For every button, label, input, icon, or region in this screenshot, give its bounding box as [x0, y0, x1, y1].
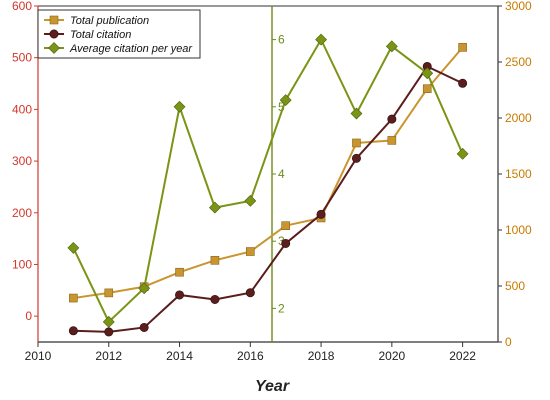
left-tick-label: 100: [12, 257, 32, 271]
middle-tick-label: 2: [278, 301, 285, 315]
total-citation-point: [175, 290, 185, 300]
right-tick-label: 2500: [505, 55, 532, 69]
total-citation-point: [104, 327, 114, 337]
total-publication-point: [246, 247, 255, 256]
total-citation-point: [387, 114, 397, 124]
average-citation-per-year-point: [421, 67, 434, 80]
total-citation-point: [139, 322, 149, 332]
legend: Total publication Total citation Average c…: [37, 9, 201, 59]
total-publication-point: [281, 221, 290, 230]
total-publication-point: [69, 293, 78, 303]
average-citation-per-year-point: [102, 315, 115, 328]
x-tick-label: 2022: [449, 349, 476, 363]
total-publication-point: [422, 84, 432, 94]
x-tick-label: 2010: [25, 349, 52, 363]
x-tick-label: 2012: [95, 349, 122, 363]
left-tick-label: 300: [12, 154, 32, 168]
total-publication-point: [210, 256, 220, 265]
total-publication-point: [104, 288, 114, 298]
middle-tick-label: 4: [278, 167, 285, 181]
legend-label: Average citation per year: [69, 43, 193, 55]
total-citation-point: [210, 294, 220, 304]
average-citation-per-year-point: [67, 241, 80, 254]
total-citation-point: [316, 209, 326, 219]
right-tick-label: 0: [505, 335, 512, 349]
total-publication-point: [352, 138, 361, 148]
right-tick-label: 1500: [505, 167, 532, 181]
total-citation-point: [68, 326, 78, 336]
total-publication-point: [175, 267, 184, 277]
average-citation-per-year-point: [350, 107, 363, 120]
left-tick-label: 200: [12, 206, 32, 220]
right-tick-label: 2000: [505, 111, 532, 125]
total-citation-point: [351, 153, 361, 163]
middle-tick-label: 6: [278, 33, 285, 47]
left-tick-label: 400: [12, 102, 32, 116]
total-citation-line: [73, 65, 464, 333]
x-tick-label: 2020: [378, 349, 405, 363]
total-publication-point: [458, 43, 467, 52]
legend-box: [37, 9, 201, 59]
x-tick-label: 2016: [237, 349, 264, 363]
average-citation-per-year-point: [244, 194, 257, 207]
left-tick-label: 500: [12, 51, 32, 65]
total-publication-line: [73, 46, 464, 300]
right-tick-label: 3000: [505, 0, 532, 13]
middle-tick-label: 3: [278, 234, 285, 248]
total-citation-point: [245, 288, 255, 298]
legend-label: Total publication: [70, 15, 149, 27]
average-citation-per-year-point: [279, 94, 292, 107]
average-citation-per-year-point: [456, 147, 469, 160]
average-citation-per-year-line: [72, 37, 464, 324]
axes-layer: 2010 2012 2014 2016 2018 2020 2022010020030040…: [12, 0, 532, 363]
average-citation-per-year-point: [138, 282, 151, 295]
x-axis-label: Year: [255, 378, 290, 395]
x-tick-label: 2014: [166, 349, 193, 363]
series-layer: [67, 33, 469, 337]
total-citation-point: [458, 78, 468, 88]
left-tick-label: 0: [25, 309, 32, 323]
average-citation-per-year-point: [208, 201, 221, 214]
right-tick-label: 500: [505, 279, 525, 293]
middle-tick-label: 5: [278, 100, 285, 114]
total-citation-point: [281, 238, 291, 248]
legend-label: Total citation: [70, 29, 131, 41]
left-tick-label: 600: [12, 0, 32, 13]
legend-swatch-marker: [49, 29, 59, 39]
total-publication-point: [387, 136, 397, 145]
x-tick-label: 2018: [308, 349, 335, 363]
average-citation-per-year-point: [173, 100, 186, 113]
legend-swatch-marker: [48, 42, 60, 54]
average-citation-per-year-point: [385, 40, 398, 53]
right-tick-label: 1000: [505, 223, 532, 237]
legend-swatch-marker: [49, 15, 59, 25]
average-citation-per-year-point: [315, 33, 328, 46]
